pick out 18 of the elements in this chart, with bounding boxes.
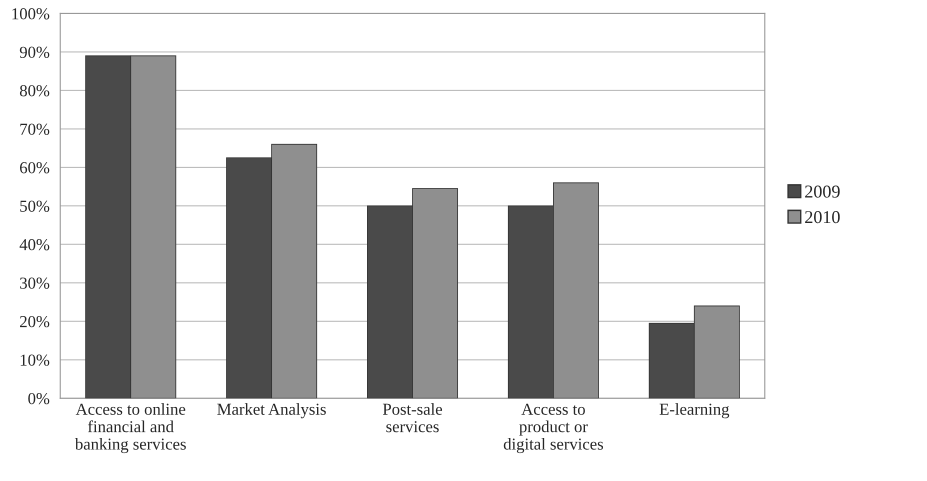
y-tick-label: 20% [20, 316, 50, 328]
y-tick-label: 50% [20, 200, 50, 212]
y-tick-label: 70% [20, 124, 50, 135]
y-tick-label: 60% [20, 162, 50, 174]
x-tick-label: Access to product or digital services [504, 404, 604, 454]
x-tick-label: Access to online financial and banking services [74, 403, 186, 454]
y-tick-label: 10% [20, 354, 50, 366]
y-tick-label: 80% [20, 85, 50, 96]
y-tick-label: 0% [28, 392, 50, 404]
legend-label: 2009 [805, 186, 840, 198]
y-tick-label: 90% [20, 46, 50, 58]
legend-label: 2010 [805, 211, 840, 224]
x-tick-label: E-learning [660, 403, 730, 418]
y-tick-label: 40% [20, 239, 50, 250]
x-tick-label: Market Analysis [217, 403, 326, 418]
x-tick-label: Post-sale services [382, 403, 442, 432]
y-tick-label: 100% [12, 8, 50, 20]
y-tick-label: 30% [20, 278, 50, 289]
